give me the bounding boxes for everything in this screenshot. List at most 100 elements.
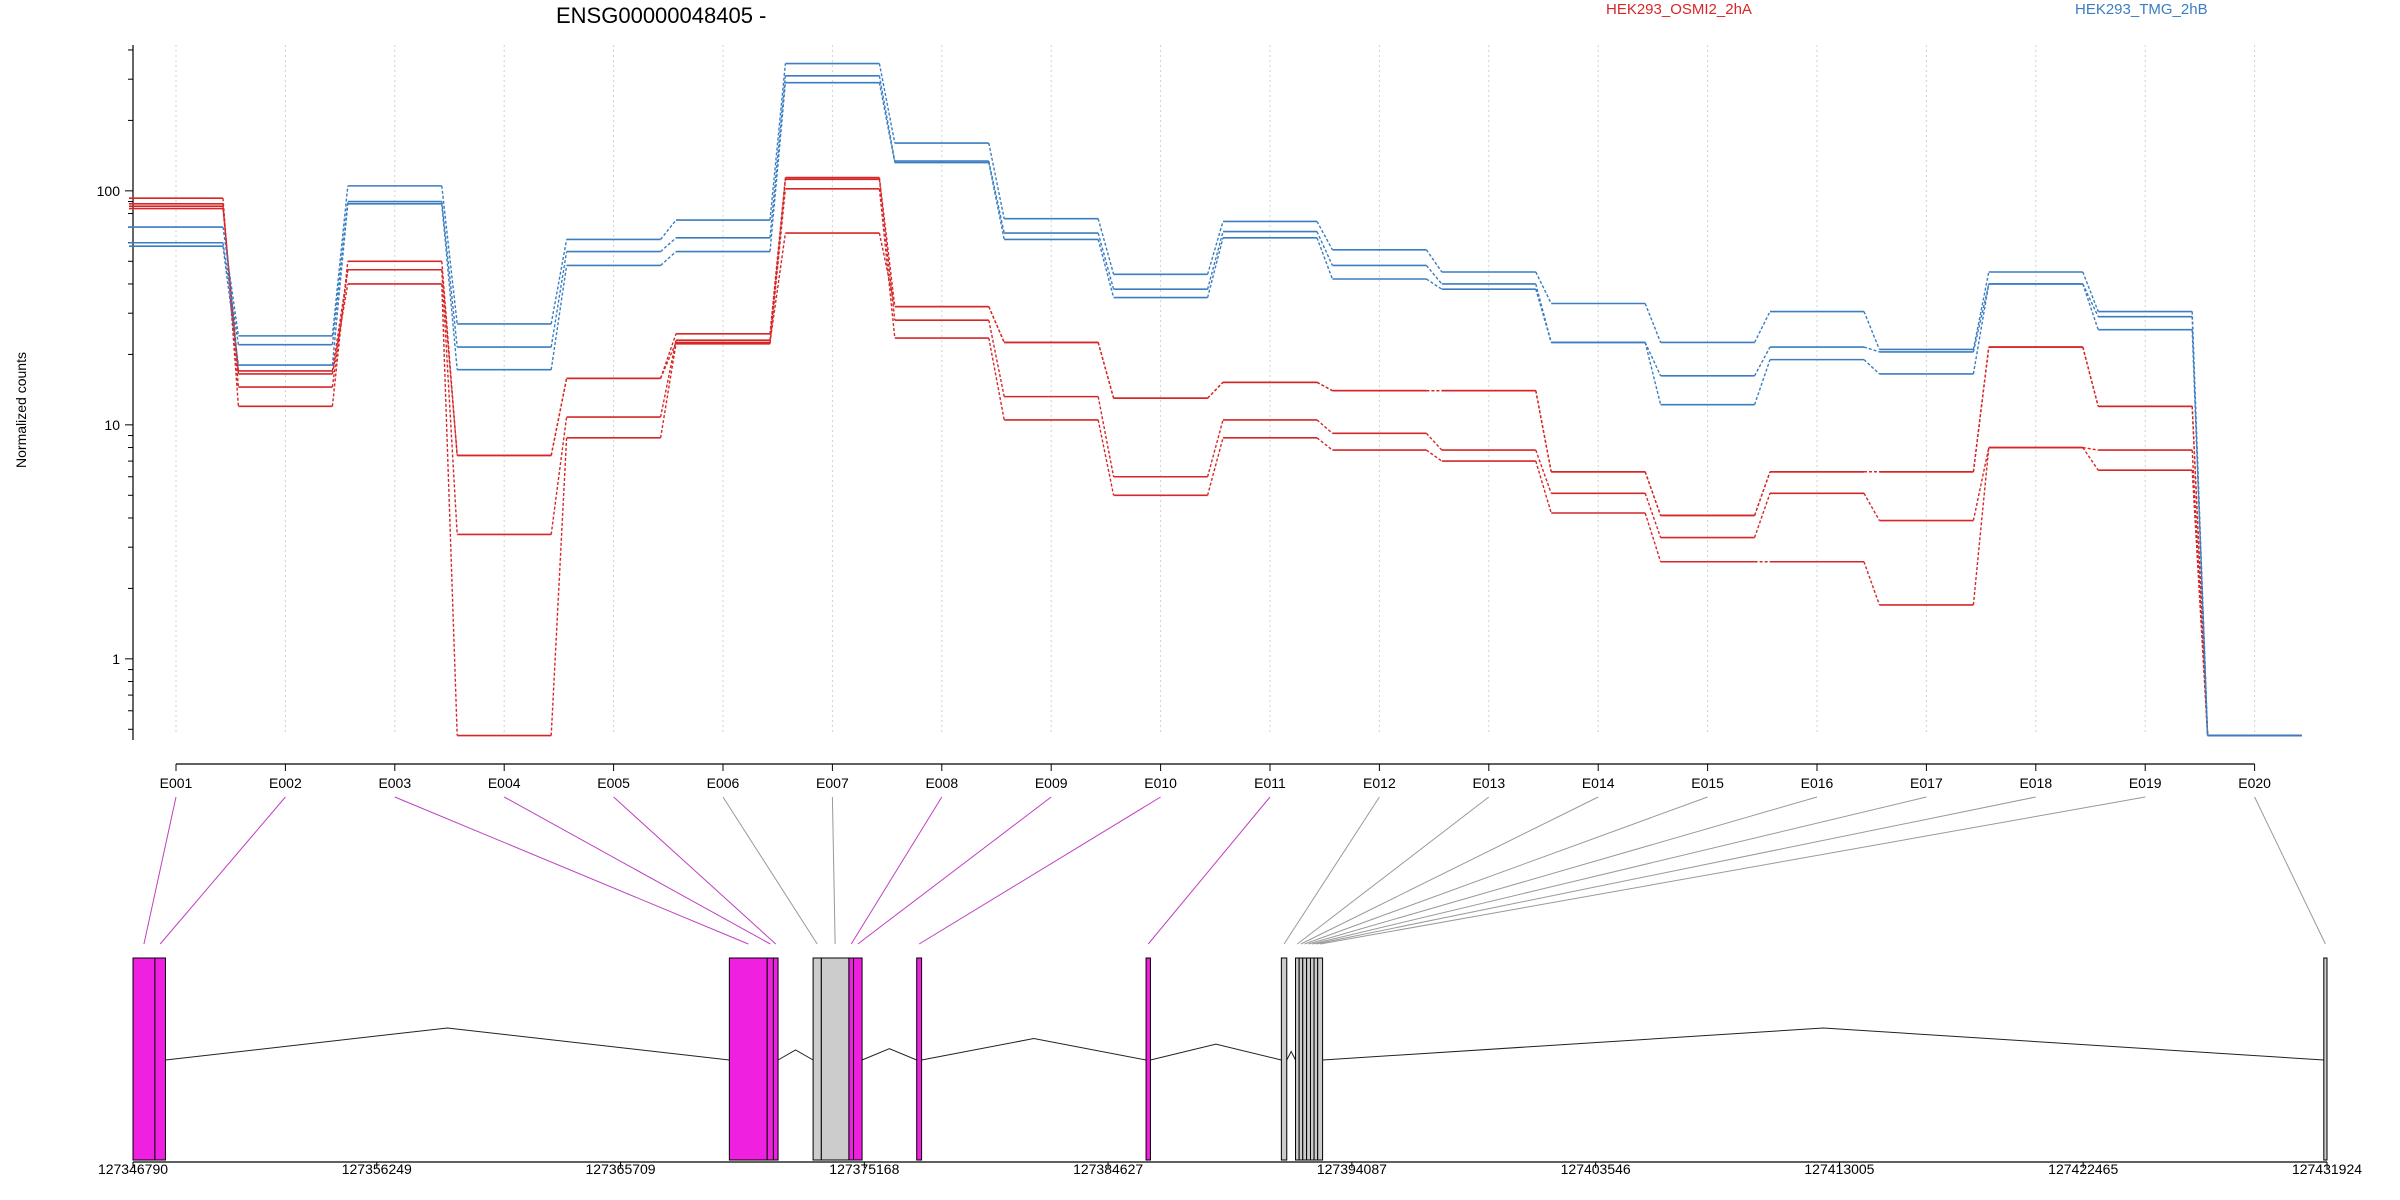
series-connector [659, 340, 677, 418]
series-connector [1316, 231, 1334, 266]
series-connector [1097, 239, 1115, 298]
intron-line [1322, 1027, 2324, 1061]
y-tick-label: 1 [112, 651, 120, 667]
coordinate-tick-label: 127394087 [1317, 1161, 1387, 1177]
exon-box-E007 [820, 957, 850, 1161]
legend-entry-tmg: HEK293_TMG_2hB [2075, 1, 2208, 18]
x-tick-label-E002: E002 [269, 775, 302, 791]
series-connector [769, 188, 787, 344]
series-connector [988, 162, 1005, 240]
y-axis: 1 10 100 [97, 45, 134, 740]
intron-line [1150, 1043, 1282, 1061]
series-connector [878, 232, 896, 307]
exon-box-E006 [812, 957, 822, 1161]
connector-E019 [1320, 796, 2146, 945]
series-connector [550, 378, 568, 456]
series-connector [660, 219, 677, 240]
series-connector [1097, 342, 1115, 399]
series-connector [331, 201, 349, 345]
series-connector [1644, 342, 1662, 405]
series-connector [1535, 449, 1552, 494]
x-tick-label-E009: E009 [1035, 775, 1068, 791]
series-connector [988, 142, 1005, 219]
x-tick-label-E011: E011 [1254, 775, 1286, 791]
x-tick-label-E003: E003 [378, 775, 411, 791]
exon-box-E017 [1309, 957, 1315, 1161]
series-connector [988, 306, 1005, 343]
series-connector [1972, 283, 1990, 353]
series-connector [331, 283, 349, 375]
series-connector [2082, 283, 2099, 330]
coordinate-tick-label: 127403546 [1561, 1161, 1631, 1177]
series-connector [2082, 446, 2099, 451]
intron-line [921, 1038, 1147, 1061]
gene-model [132, 957, 2328, 1161]
connector-E006 [722, 796, 818, 945]
series-6 [129, 75, 2302, 737]
connector-E013 [1297, 796, 1490, 945]
series-connector [441, 283, 458, 736]
series-connector [441, 269, 458, 535]
series-connector [2191, 470, 2209, 736]
series-connector [988, 160, 1005, 234]
series-connector [2082, 271, 2099, 312]
series-connector [1753, 311, 1771, 343]
series-connector [660, 251, 677, 266]
series-connector [1316, 419, 1333, 434]
series-connector [1316, 381, 1333, 392]
series-connector [1206, 237, 1224, 298]
x-tick-label-E001: E001 [160, 775, 193, 791]
series-connector [659, 343, 677, 438]
series-connector [441, 203, 458, 370]
series-connector [1863, 492, 1881, 521]
x-tick-label-E013: E013 [1472, 775, 1505, 791]
coordinate-tick-label: 127346790 [98, 1161, 168, 1177]
series-connector [1426, 278, 1443, 290]
connector-E010 [918, 796, 1161, 945]
series-connector [1425, 264, 1443, 285]
series-connector [441, 185, 458, 324]
y-tick-label: 100 [97, 183, 121, 199]
series-connector [1753, 471, 1771, 516]
series-connector [331, 269, 349, 372]
x-axis-exon-labels: E001 E002 E003 E004 E005 E006 E007 E008 E009 E010… [160, 763, 2271, 791]
coordinate-tick-label: 127431924 [2292, 1161, 2362, 1177]
series-connector [1207, 381, 1224, 399]
x-tick-label-E016: E016 [1801, 775, 1834, 791]
exon-box-E002 [154, 957, 166, 1161]
intron-line [1286, 1050, 1296, 1061]
exon-box-E020 [2323, 957, 2328, 1161]
connector-E003 [394, 796, 749, 945]
series-connector [550, 251, 568, 348]
exon-box-E012 [1280, 957, 1288, 1161]
coordinate-tick-label: 127422465 [2048, 1161, 2118, 1177]
series-7 [129, 81, 2302, 737]
connector-E014 [1300, 796, 1599, 945]
series-3 [129, 188, 2302, 737]
series-connector [769, 63, 787, 221]
series-connector [1644, 512, 1662, 562]
x-tick-label-E020: E020 [2238, 775, 2271, 791]
series-connector [878, 179, 896, 321]
x-tick-label-E004: E004 [488, 775, 521, 791]
series-connector [988, 337, 1005, 421]
connector-E005 [613, 796, 777, 945]
series-connector [1206, 419, 1224, 477]
exon-box-E019 [1317, 957, 1324, 1161]
series-connector [1535, 288, 1552, 343]
series-connector [2191, 329, 2209, 736]
series-connector [2082, 447, 2099, 471]
series-connector [878, 177, 896, 307]
connector-E008 [850, 796, 943, 945]
series-connector [1644, 493, 1662, 538]
series-lines [129, 62, 2302, 737]
exon-box-E001 [132, 957, 156, 1161]
connector-E018 [1315, 796, 2036, 945]
series-connector [1316, 437, 1333, 451]
series-connector [769, 177, 787, 334]
series-connector [1425, 432, 1443, 451]
intron-line [777, 1049, 814, 1061]
connector-E002 [159, 796, 286, 945]
series-connector [1097, 396, 1115, 477]
series-connector [1316, 221, 1334, 251]
